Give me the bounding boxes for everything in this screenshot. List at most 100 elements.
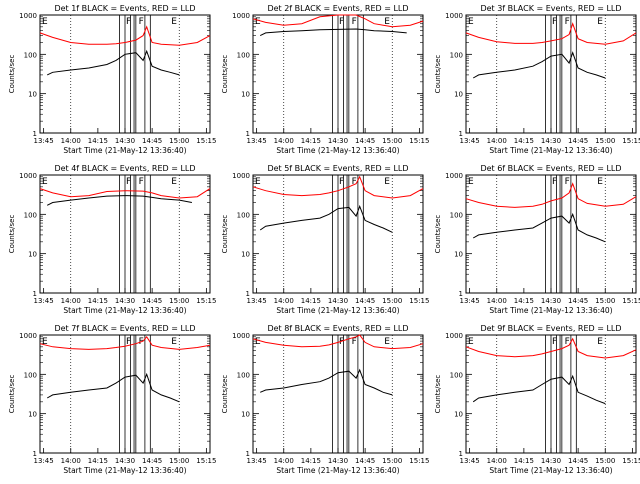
panel-title: Det 8f BLACK = Events, RED = LLD [267,324,408,333]
marker-label: E [171,337,177,347]
panel-title: Det 1f BLACK = Events, RED = LLD [54,4,195,13]
y-axis-label: Counts/sec [8,375,16,414]
x-tick-label: 14:45 [142,297,162,305]
marker-label: E [384,337,390,347]
x-tick-label: 14:15 [88,297,108,305]
x-tick-label: 14:00 [487,297,507,305]
y-tick-label: 1000 [445,172,463,180]
x-tick-label: 15:15 [409,457,429,465]
x-tick-label: 14:00 [487,137,507,145]
x-tick-label: 14:30 [115,297,135,305]
x-axis-label: Start Time (21-May-12 13:36:40) [276,146,399,155]
marker-label: E [597,337,603,347]
marker-label: F [139,177,144,187]
marker-label: E [597,177,603,187]
y-tick-label: 10 [241,251,250,259]
x-tick-label: 15:00 [382,297,402,305]
marker-label: E [255,177,261,187]
x-axis-label: Start Time (21-May-12 13:36:40) [489,146,612,155]
y-axis-label: Counts/sec [221,215,229,254]
marker-label: E [255,17,261,27]
y-tick-label: 1 [33,290,37,298]
x-tick-label: 14:30 [328,297,348,305]
x-tick-label: 14:45 [142,457,162,465]
x-tick-label: 13:45 [247,297,267,305]
marker-label: E [468,17,474,27]
x-tick-label: 14:00 [61,137,81,145]
y-tick-label: 10 [28,91,37,99]
series-line-events [259,28,407,37]
y-tick-label: 1 [459,290,463,298]
x-tick-label: 13:45 [460,457,480,465]
panel-title: Det 6f BLACK = Events, RED = LLD [480,164,621,173]
x-tick-label: 14:15 [88,457,108,465]
y-tick-label: 10 [454,251,463,259]
marker-label: F [339,17,344,27]
x-tick-label: 14:45 [355,297,375,305]
marker-label: F [339,337,344,347]
y-tick-label: 100 [237,371,250,379]
x-tick-label: 14:15 [301,297,321,305]
x-tick-label: 14:45 [568,137,588,145]
y-tick-label: 1000 [19,12,37,20]
series-line-events [472,51,606,79]
y-tick-label: 1 [246,130,250,138]
x-tick-label: 15:15 [622,457,640,465]
x-tick-label: 15:15 [196,297,216,305]
y-axis-label: Counts/sec [434,55,442,94]
y-tick-label: 10 [28,411,37,419]
x-tick-label: 14:15 [514,457,534,465]
series-line-events [46,195,192,206]
marker-label: E [171,177,177,187]
y-tick-label: 100 [450,211,463,219]
x-tick-label: 14:15 [88,137,108,145]
x-tick-label: 14:00 [274,457,294,465]
marker-label: F [352,337,357,347]
panel-title: Det 2f BLACK = Events, RED = LLD [267,4,408,13]
x-tick-label: 14:00 [487,457,507,465]
x-tick-label: 15:15 [409,137,429,145]
x-tick-label: 14:45 [568,297,588,305]
marker-label: E [384,17,390,27]
marker-label: E [42,17,48,27]
x-tick-label: 14:00 [274,297,294,305]
y-tick-label: 100 [450,51,463,59]
y-tick-label: 100 [24,371,37,379]
panel-8: Det 8f BLACK = Events, RED = LLD F F E E 1 10 1… [221,324,429,475]
y-tick-label: 100 [450,371,463,379]
marker-label: F [565,177,570,187]
y-tick-label: 100 [237,211,250,219]
marker-label: F [552,177,557,187]
panel-6: Det 6f BLACK = Events, RED = LLD F F E E 1 10 1… [434,164,640,315]
series-line-events [46,49,180,76]
series-line-lld [465,182,637,208]
marker-label: E [597,17,603,27]
x-tick-label: 15:00 [169,137,189,145]
x-tick-label: 14:15 [301,137,321,145]
x-tick-label: 14:00 [274,137,294,145]
series-line-lld [39,188,211,199]
x-tick-label: 14:15 [301,457,321,465]
x-tick-label: 13:45 [34,457,54,465]
y-axis-label: Counts/sec [8,55,16,94]
x-tick-label: 15:15 [196,137,216,145]
x-tick-label: 15:00 [382,137,402,145]
y-axis-label: Counts/sec [221,375,229,414]
panel-title: Det 4f BLACK = Events, RED = LLD [54,164,195,173]
series-line-lld [39,335,211,350]
y-tick-label: 1 [246,290,250,298]
x-tick-label: 14:30 [115,137,135,145]
y-axis-label: Counts/sec [8,215,16,254]
series-line-lld [252,14,424,28]
panel-title: Det 7f BLACK = Events, RED = LLD [54,324,195,333]
y-tick-label: 1000 [232,332,250,340]
x-tick-label: 14:45 [355,137,375,145]
panel-1: Det 1f BLACK = Events, RED = LLD F F E E 1 10 1… [8,4,216,155]
panel-9: Det 9f BLACK = Events, RED = LLD F F E E 1 10 1… [434,324,640,475]
series-line-events [259,204,393,233]
marker-label: E [468,177,474,187]
x-tick-label: 14:00 [61,297,81,305]
series-line-lld [39,25,211,46]
series-line-events [472,374,606,405]
panel-title: Det 9f BLACK = Events, RED = LLD [480,324,621,333]
